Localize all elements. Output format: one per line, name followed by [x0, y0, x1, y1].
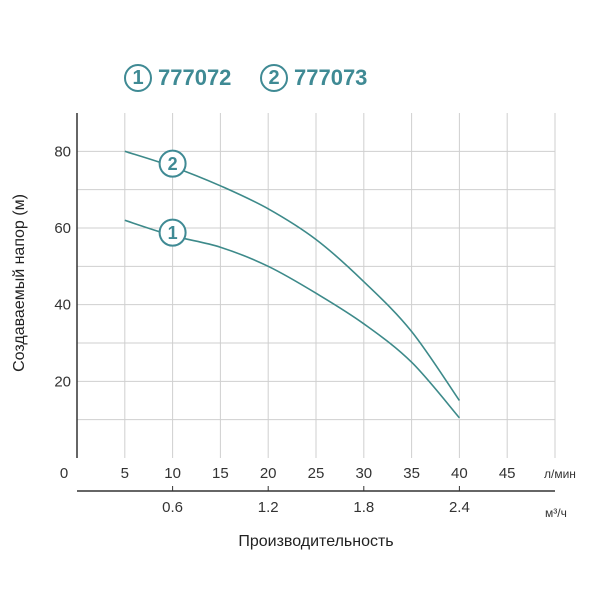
series-line-1 — [124, 219, 461, 419]
x-tick-label: 35 — [403, 465, 420, 482]
legend-badge-1: 1 — [124, 64, 152, 92]
y-tick-label: 40 — [54, 297, 71, 314]
y-tick-label: 80 — [54, 143, 71, 160]
x2-tick-label: 1.2 — [258, 499, 279, 516]
legend-badge-2: 2 — [260, 64, 288, 92]
x-tick-label: 40 — [451, 465, 468, 482]
y-axis-title: Создаваемый напор (м) — [11, 194, 28, 372]
x2-unit-label: м³/ч — [545, 506, 567, 520]
x-unit-label: л/мин — [544, 467, 576, 481]
x-tick-label: 25 — [308, 465, 325, 482]
y-tick-label: 60 — [54, 220, 71, 237]
curve-label-1: 1 — [158, 218, 187, 247]
series-line-2 — [124, 150, 461, 401]
x-tick-label: 45 — [499, 465, 516, 482]
grid — [77, 113, 556, 458]
x-tick-label: 0 — [60, 465, 68, 482]
series: 12 — [124, 149, 461, 419]
x2-tick-label: 0.6 — [162, 499, 183, 516]
legend-label-1: 777072 — [158, 65, 232, 90]
x-tick-label: 15 — [212, 465, 229, 482]
legend-label-2: 777073 — [294, 65, 368, 90]
legend-item-2: 2 777073 — [260, 62, 367, 94]
tick-labels: 0.6 1.2 1.8 2.4 0 5 10 15 20 25 30 35 40 45 20 40 60 80 — [54, 143, 515, 516]
curve-label-2: 2 — [158, 149, 187, 178]
y-tick-label: 20 — [54, 373, 71, 390]
x-tick-label: 30 — [355, 465, 372, 482]
curve-label-circle — [158, 149, 187, 178]
x2-tick-label: 2.4 — [449, 499, 470, 516]
axes — [76, 113, 555, 492]
x-tick-label: 10 — [164, 465, 181, 482]
curve-label-text: 2 — [168, 154, 178, 174]
x-tick-label: 5 — [121, 465, 129, 482]
legend-item-1: 1 777072 — [124, 62, 231, 94]
x-axis-title: Производительность — [238, 533, 393, 550]
x-tick-label: 20 — [260, 465, 277, 482]
x2-tick-label: 1.8 — [353, 499, 374, 516]
curve-label-text: 1 — [168, 223, 178, 243]
curve-label-circle — [158, 218, 187, 247]
